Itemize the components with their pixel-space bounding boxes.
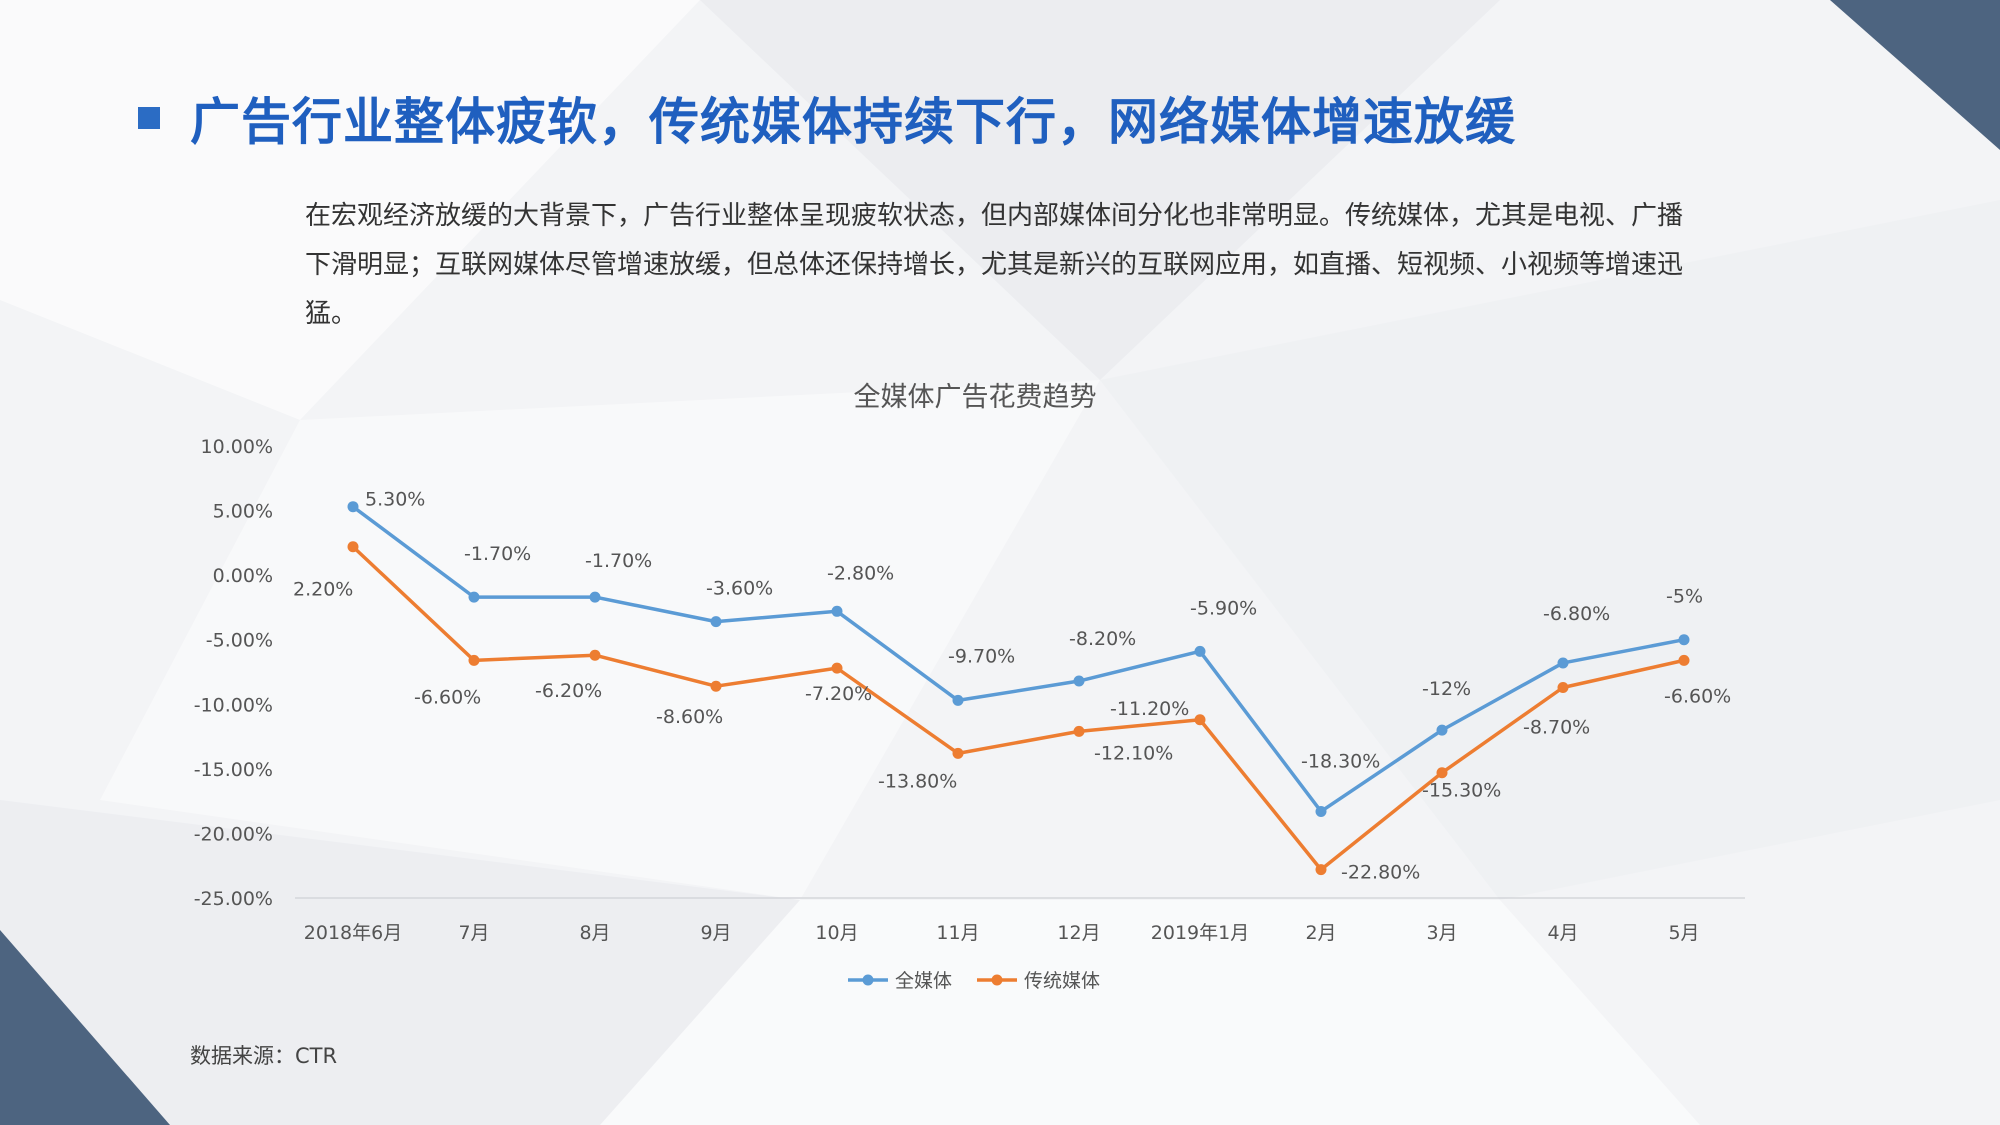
data-point <box>1073 675 1085 687</box>
corner-top-right <box>1830 0 2000 150</box>
intro-paragraph: 在宏观经济放缓的大背景下，广告行业整体呈现疲软状态，但内部媒体间分化也非常明显。… <box>305 201 1684 329</box>
data-label: -12% <box>1422 678 1471 700</box>
data-point <box>1436 724 1448 736</box>
x-tick-label: 2019年1月 <box>1151 922 1249 944</box>
data-label: -9.70% <box>948 645 1015 667</box>
data-label: -8.70% <box>1523 716 1590 738</box>
y-tick-label: 5.00% <box>213 501 273 523</box>
data-label: -15.30% <box>1422 780 1501 802</box>
data-point <box>468 591 480 603</box>
x-tick-label: 2018年6月 <box>304 922 402 944</box>
data-point <box>1678 634 1690 646</box>
data-point <box>710 616 722 628</box>
data-point <box>347 501 359 513</box>
data-label: -1.70% <box>464 543 531 565</box>
legend-swatch-marker <box>862 974 874 986</box>
y-tick-label: 10.00% <box>201 436 273 458</box>
series-line-traditional-media <box>351 545 1685 872</box>
data-point <box>589 591 601 603</box>
data-point <box>710 680 722 692</box>
data-label: -11.20% <box>1110 698 1189 720</box>
data-point <box>1194 714 1206 726</box>
data-point <box>468 654 480 666</box>
data-label: -13.80% <box>878 770 957 792</box>
data-label: -8.60% <box>656 706 723 728</box>
data-source: 数据来源：CTR <box>190 1044 338 1068</box>
data-label: -22.80% <box>1341 862 1420 884</box>
data-label: -2.80% <box>827 562 894 584</box>
legend-label: 传统媒体 <box>1024 970 1100 992</box>
data-label: -3.60% <box>706 578 773 600</box>
data-point <box>1436 767 1448 779</box>
data-point <box>1678 654 1690 666</box>
data-point <box>831 662 843 674</box>
data-point <box>589 649 601 661</box>
title-text: 广告行业整体疲软，传统媒体持续下行，网络媒体增速放缓 <box>190 93 1516 151</box>
data-label: -6.60% <box>1664 685 1731 707</box>
y-tick-label: -25.00% <box>194 888 273 910</box>
x-tick-label: 2月 <box>1305 922 1336 944</box>
y-tick-label: -20.00% <box>194 823 273 845</box>
data-label: -1.70% <box>585 550 652 572</box>
data-label: -6.80% <box>1543 603 1610 625</box>
x-tick-label: 12月 <box>1057 922 1100 944</box>
x-tick-label: 5月 <box>1668 922 1699 944</box>
data-label: -12.10% <box>1094 742 1173 764</box>
y-tick-label: 0.00% <box>213 565 273 587</box>
data-label: 2.20% <box>293 579 353 601</box>
data-label: -18.30% <box>1301 750 1380 772</box>
data-point <box>1073 725 1085 737</box>
y-tick-label: -15.00% <box>194 759 273 781</box>
data-point <box>1194 645 1206 657</box>
data-point <box>952 747 964 759</box>
x-tick-label: 7月 <box>458 922 489 944</box>
data-label: -5% <box>1666 586 1703 608</box>
legend-swatch-marker <box>991 974 1003 986</box>
x-tick-label: 9月 <box>700 922 731 944</box>
data-label: -6.20% <box>535 680 602 702</box>
data-label: 5.30% <box>365 489 425 511</box>
data-label: -6.60% <box>414 686 481 708</box>
corner-bottom-left <box>0 930 170 1125</box>
series-line-all-media <box>351 505 1685 814</box>
x-tick-label: 11月 <box>936 922 979 944</box>
data-point <box>1557 657 1569 669</box>
chart-title: 全媒体广告花费趋势 <box>854 382 1097 413</box>
data-point <box>831 605 843 617</box>
y-tick-label: -10.00% <box>194 694 273 716</box>
x-tick-label: 4月 <box>1547 922 1578 944</box>
x-tick-label: 10月 <box>815 922 858 944</box>
data-label: -8.20% <box>1069 628 1136 650</box>
page-title: 广告行业整体疲软，传统媒体持续下行，网络媒体增速放缓 <box>138 82 1516 154</box>
y-tick-label: -5.00% <box>206 630 273 652</box>
data-point <box>1557 681 1569 693</box>
x-tick-label: 8月 <box>579 922 610 944</box>
data-point <box>347 541 359 553</box>
data-point <box>1315 805 1327 817</box>
x-tick-label: 3月 <box>1426 922 1457 944</box>
legend-label: 全媒体 <box>895 970 952 992</box>
data-label: -5.90% <box>1190 597 1257 619</box>
data-point <box>1315 864 1327 876</box>
data-point <box>952 694 964 706</box>
data-label: -7.20% <box>805 683 872 705</box>
title-bullet-icon <box>138 107 160 129</box>
